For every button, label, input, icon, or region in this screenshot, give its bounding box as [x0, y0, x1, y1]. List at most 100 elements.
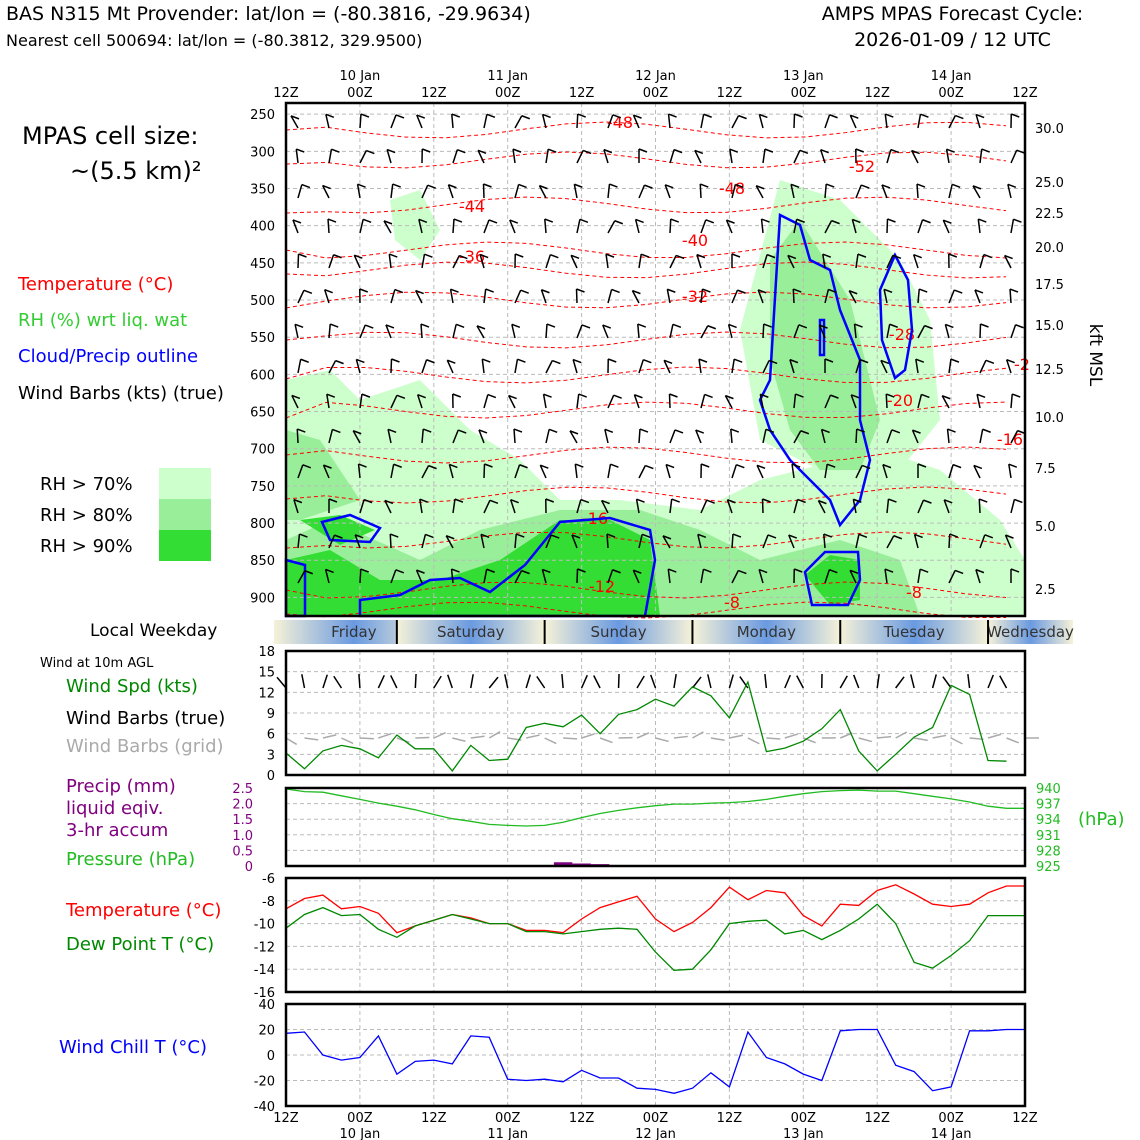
- wind-barb: [631, 290, 640, 304]
- wind-barb-flag: [641, 533, 651, 539]
- wind-barb-flag: [664, 184, 674, 189]
- wind-barb: [514, 464, 521, 479]
- wind-barb-flag: [636, 498, 645, 503]
- wind-barb-flag: [665, 463, 675, 469]
- wind-barb-flag: [697, 533, 707, 539]
- wind-barb-flag: [325, 568, 334, 574]
- wind-barb: [1009, 288, 1012, 304]
- wind-speed-line: [285, 680, 1007, 772]
- wind-barb-flag: [581, 324, 591, 329]
- wind-barb-flag: [571, 534, 581, 539]
- rh-region-7: [805, 555, 860, 605]
- wind-barb-true: [580, 674, 588, 689]
- pressure-tick-label: 900: [250, 591, 275, 606]
- weekday-band: [840, 620, 989, 644]
- wind-barb: [632, 569, 640, 584]
- wind-barb-grid: [766, 737, 781, 740]
- wind-barb-flag: [858, 533, 868, 539]
- wind-barb-flag: [294, 323, 304, 329]
- wind-barb-flag: [479, 253, 489, 259]
- wind-barb: [513, 428, 516, 444]
- wind-barb-flag: [417, 393, 426, 399]
- wind-barb-grid: [1006, 737, 1020, 744]
- wind-barb: [295, 149, 299, 164]
- wind-barb-flag: [297, 428, 306, 433]
- wind-barb: [570, 254, 578, 269]
- wind-barb: [727, 324, 733, 339]
- temperature-contour: [285, 601, 1007, 619]
- wind-barb-true: [691, 676, 702, 689]
- wind-barb-grid: [692, 731, 704, 739]
- wind-barb: [545, 149, 549, 164]
- wind-barb: [700, 394, 706, 409]
- windchill-panel: -40 -20 0 20 40 12Z 00Z 12Z 00Z 12Z 00Z 12Z 00Z 12Z 00…: [254, 998, 1038, 1140]
- wind-barb-true: [895, 676, 905, 689]
- panel-y-tick: 3: [267, 748, 275, 763]
- wind-barb: [819, 149, 826, 164]
- panel-y-tick: 18: [258, 645, 275, 660]
- wind-barb: [352, 430, 361, 444]
- wind-barb-flag: [324, 288, 333, 294]
- wind-barb: [824, 289, 830, 304]
- wind-barb-flag: [854, 323, 863, 328]
- wind-barb-true: [276, 676, 287, 689]
- wind-barb-flag: [768, 359, 778, 365]
- wind-barb-flag: [428, 464, 437, 470]
- wind-barb-flag: [850, 114, 859, 119]
- wind-barb-flag: [391, 358, 400, 363]
- wind-barb: [818, 324, 826, 339]
- wind-barb: [817, 500, 826, 514]
- wind-barb-grid: [784, 733, 798, 739]
- wind-barb-true: [942, 676, 952, 689]
- wind-barb-true: [414, 673, 417, 689]
- wind-barb-flag: [383, 220, 393, 225]
- wind-barb-flag: [521, 115, 531, 120]
- wind-barb-flag: [395, 114, 405, 119]
- wind-barb-flag: [823, 533, 833, 538]
- wind-barb: [1007, 184, 1012, 199]
- temperature-line: [285, 884, 1025, 934]
- wind-barb-flag: [881, 184, 891, 189]
- wind-barb: [421, 465, 430, 479]
- temp-panel-frame: [284, 876, 1027, 994]
- wind-barb: [602, 324, 609, 339]
- wind-barb-flag: [611, 288, 620, 294]
- wind-barb-flag: [579, 218, 589, 224]
- wind-barb: [354, 534, 361, 549]
- wind-barb: [421, 534, 427, 549]
- wind-barb: [359, 219, 364, 234]
- wind-barb-grid: [655, 737, 669, 743]
- sounding-panel: -48-52-48-44-40-36-32-28-2-20-16-16-12-8…: [250, 69, 1105, 619]
- wind-barb-flag: [700, 463, 710, 468]
- kft-tick-label: 7.5: [1035, 462, 1056, 477]
- wind-barb: [327, 218, 330, 234]
- wind-barb-flag: [732, 533, 742, 538]
- wind-barb: [328, 254, 335, 269]
- wind-barb-grid: [839, 732, 853, 739]
- wind-barb-flag: [488, 219, 498, 224]
- wind-barb: [664, 184, 671, 199]
- wind-barb-flag: [822, 253, 832, 258]
- wind-barb-flag: [669, 393, 678, 398]
- temperature-contour: [285, 331, 1007, 349]
- wind-barb: [357, 463, 361, 479]
- pressure-tick-label: 500: [250, 294, 275, 309]
- wind-barb-flag: [552, 359, 561, 365]
- wind-barb: [855, 184, 862, 199]
- wind-barb: [607, 114, 614, 129]
- wind-barb-flag: [670, 218, 679, 223]
- wind-barb: [945, 149, 950, 164]
- wind-barb-true: [728, 674, 734, 689]
- wind-barb-flag: [974, 289, 984, 294]
- wind-barb: [385, 324, 392, 339]
- wind-barb-true: [390, 675, 398, 689]
- wind-barb-flag: [800, 430, 810, 435]
- wind-barb-flag: [602, 324, 612, 329]
- windchill-line: [285, 1028, 1025, 1094]
- wind-barb-flag: [483, 183, 492, 188]
- wind-barb-flag: [292, 219, 302, 224]
- wind-barb: [421, 359, 428, 374]
- wind-barb: [390, 289, 396, 304]
- wind-barb-true: [636, 675, 645, 689]
- wind-barb: [384, 500, 392, 514]
